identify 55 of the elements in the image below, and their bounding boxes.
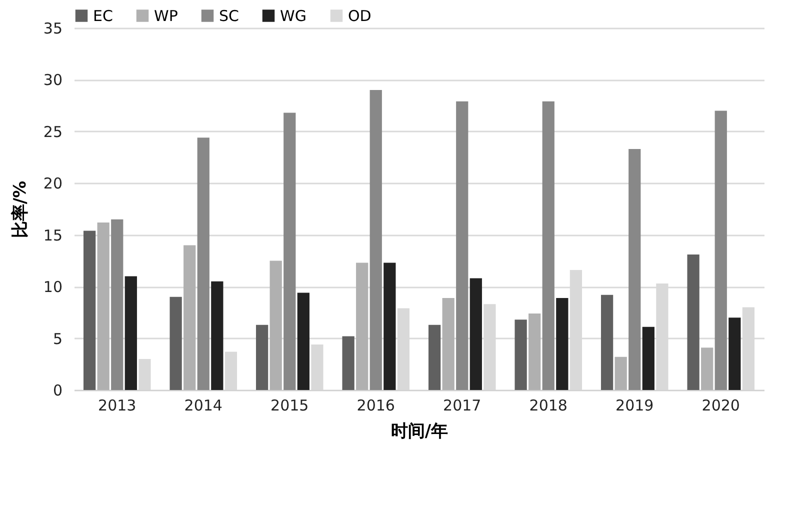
y-tick-label: 15 — [43, 226, 62, 244]
y-tick-label: 35 — [43, 20, 62, 38]
x-tick-label: 2015 — [270, 396, 309, 414]
legend-label: WG — [280, 6, 306, 25]
y-tick-label: 30 — [43, 71, 62, 90]
bar — [428, 324, 441, 390]
x-tick-label: 2014 — [184, 396, 222, 414]
bar — [642, 326, 654, 390]
bar — [701, 348, 714, 390]
bar — [528, 313, 541, 390]
bar — [83, 230, 96, 390]
y-tick-label: 0 — [52, 382, 62, 400]
bar — [370, 90, 382, 390]
bar — [442, 298, 454, 390]
bar — [184, 245, 196, 390]
legend-label: WP — [154, 6, 178, 25]
bar — [197, 138, 210, 390]
y-tick-label: 5 — [52, 330, 62, 348]
y-tick-label: 10 — [43, 278, 62, 296]
x-tick-label: 2020 — [702, 396, 740, 414]
y-tick-label: 20 — [43, 174, 62, 193]
x-tick-label: 2019 — [616, 396, 654, 414]
bar — [342, 336, 354, 390]
bar — [687, 254, 700, 390]
y-tick-label: 25 — [43, 122, 62, 141]
bar — [356, 262, 368, 390]
x-tick-label: 2018 — [529, 396, 568, 414]
bar — [256, 324, 268, 390]
bar — [556, 298, 568, 390]
bar — [170, 296, 182, 390]
y-axis-title: 比率/% — [10, 180, 30, 238]
bar — [542, 101, 554, 390]
bar — [297, 292, 310, 390]
bar — [470, 278, 482, 390]
bar — [514, 320, 527, 390]
bar — [456, 101, 468, 390]
x-axis-title: 时间/年 — [390, 422, 448, 442]
x-tick-label: 2016 — [356, 396, 395, 414]
x-tick-label: 2013 — [98, 396, 136, 414]
legend-label: OD — [348, 6, 372, 25]
legend-label: SC — [219, 6, 239, 25]
bar — [628, 149, 641, 390]
bar — [714, 110, 727, 390]
x-tick-label: 2017 — [443, 396, 482, 414]
bar — [614, 356, 627, 390]
bar — [211, 281, 224, 390]
bar — [600, 294, 614, 390]
legend-label: EC — [93, 6, 113, 25]
bar — [97, 222, 110, 390]
bar — [111, 219, 124, 390]
bar — [124, 276, 137, 390]
bar — [384, 262, 396, 390]
bar — [284, 112, 296, 390]
bar — [270, 260, 282, 390]
bar — [728, 318, 741, 390]
